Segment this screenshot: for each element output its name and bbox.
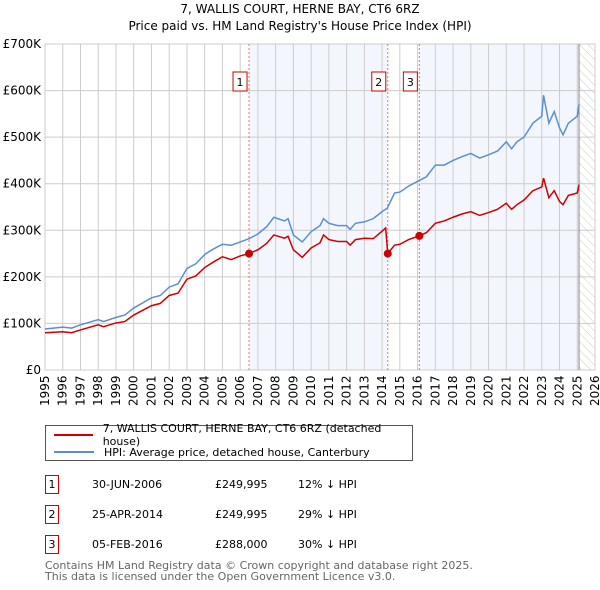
transaction-marker: 2 [45,505,59,524]
sale-label-box [371,71,387,92]
y-tick-label: £500K [3,130,43,144]
legend-swatch-red [54,434,93,436]
sale-label: 2 [375,76,382,89]
transaction-date: 30-JUN-2006 [92,478,163,491]
x-tick-label: 2005 [215,375,229,406]
x-tick-label: 1999 [109,375,123,406]
transaction-date: 25-APR-2014 [92,508,164,521]
sale-point [415,231,424,240]
shaded-period-1 [249,44,388,370]
x-tick-label: 2007 [251,375,265,406]
sale-label: 3 [407,76,414,89]
x-tick-label: 2015 [393,375,407,406]
x-tick-label: 2013 [357,375,371,406]
y-tick-label: £100K [3,316,43,330]
legend-label: HPI: Average price, detached house, Cant… [104,445,370,459]
transaction-row: 3 05-FEB-2016 £288,000 30% ↓ HPI [45,535,445,555]
legend: 7, WALLIS COURT, HERNE BAY, CT6 6RZ (det… [45,422,413,461]
legend-swatch-blue [54,451,94,453]
x-tick-label: 2017 [428,375,442,406]
x-tick-label: 2021 [499,375,513,406]
y-tick-label: £400K [3,177,43,191]
y-tick-label: £200K [3,270,43,284]
x-tick-label: 2016 [411,375,425,406]
x-tick-label: 2006 [233,375,247,406]
legend-item-property: 7, WALLIS COURT, HERNE BAY, CT6 6RZ (det… [46,422,412,448]
price-paid-line [44,177,580,334]
x-tick-label: 1995 [38,375,52,406]
x-tick-label: 2026 [588,375,600,406]
forecast-hatch [579,44,595,370]
price-chart: 1995 1996 1997 1998 1999 2000 2001 2002 2003 2004… [3,37,600,406]
x-tick-label: 2001 [144,375,158,406]
plot-border [44,43,596,371]
transaction-hpi-diff: 30% ↓ HPI [298,538,357,551]
sale-label: 1 [237,76,244,89]
x-tick-label: 2023 [535,375,549,406]
x-tick-label: 2019 [464,375,478,406]
transaction-hpi-diff: 12% ↓ HPI [298,478,357,491]
x-tick-label: 2000 [127,375,141,406]
x-tick-label: 2018 [446,375,460,406]
y-tick-label: £0 [26,363,41,377]
y-tick-label: £600K [3,84,43,98]
sale-label-box [402,71,418,92]
x-tick-label: 2003 [180,375,194,406]
x-tick-label: 2024 [553,375,567,406]
x-tick-label: 2012 [340,375,354,406]
x-tick-label: 2011 [322,375,336,406]
transaction-marker: 1 [45,475,59,494]
shaded-period-2 [419,44,580,370]
transaction-marker: 3 [45,535,59,554]
transaction-price: £288,000 [215,538,268,551]
y-tick-label: £700K [3,37,43,51]
legend-item-hpi: HPI: Average price, detached house, Cant… [46,444,370,460]
x-tick-label: 1997 [73,375,87,406]
footer-licence: This data is licensed under the Open Gov… [45,570,396,583]
x-tick-label: 2025 [570,375,584,406]
legend-label: 7, WALLIS COURT, HERNE BAY, CT6 6RZ (det… [102,422,382,448]
sale-point [383,249,392,258]
transaction-date: 05-FEB-2016 [92,538,163,551]
x-tick-label: 1996 [56,375,70,406]
transaction-price: £249,995 [215,478,268,491]
transaction-row: 1 30-JUN-2006 £249,995 12% ↓ HPI [45,475,445,495]
x-tick-label: 2002 [162,375,176,406]
y-tick-label: £300K [3,223,43,237]
x-tick-label: 2010 [304,375,318,406]
transaction-hpi-diff: 29% ↓ HPI [298,508,357,521]
chart-title: 7, WALLIS COURT, HERNE BAY, CT6 6RZ [180,2,420,16]
transaction-row: 2 25-APR-2014 £249,995 29% ↓ HPI [45,505,445,525]
chart-subtitle: Price paid vs. HM Land Registry's House … [128,19,472,33]
x-tick-label: 2009 [286,375,300,406]
sale-point [245,249,254,258]
x-tick-label: 2008 [269,375,283,406]
footer-copyright: Contains HM Land Registry data © Crown c… [45,559,473,572]
x-tick-label: 2022 [517,375,531,406]
x-tick-label: 2020 [482,375,496,406]
sale-label-box [232,71,248,92]
hpi-line [44,95,580,330]
transaction-price: £249,995 [215,508,268,521]
x-tick-label: 2004 [198,375,212,406]
x-tick-label: 2014 [375,375,389,406]
x-tick-label: 1998 [91,375,105,406]
